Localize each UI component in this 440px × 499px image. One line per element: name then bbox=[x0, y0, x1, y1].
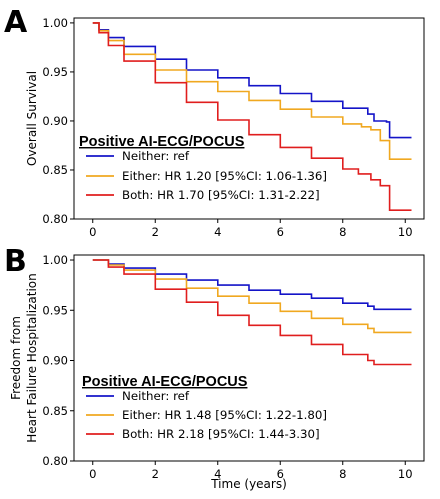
panel-a-legend-label-0: Neither: ref bbox=[122, 149, 190, 163]
panel-a-legend-title: Positive AI-ECG/POCUS bbox=[79, 134, 245, 150]
panel-b-series-line-0 bbox=[92, 259, 412, 311]
panel-b-x-tick-label-2: 4 bbox=[214, 467, 221, 481]
panel-a-x-tick-label-4: 8 bbox=[339, 225, 346, 239]
panel-a-y-tick-label-0: 0.80 bbox=[42, 212, 68, 226]
panel-a-y-tick-label-1: 0.85 bbox=[42, 163, 68, 177]
panel-a-letter: A bbox=[4, 5, 28, 40]
panel-a-legend-label-2: Both: HR 1.70 [95%CI: 1.31-2.22] bbox=[122, 188, 320, 202]
panel-b-legend-label-0: Neither: ref bbox=[122, 389, 190, 403]
panel-b-x-tick-label-1: 2 bbox=[152, 467, 159, 481]
panel-b-x-tick-label-3: 6 bbox=[277, 467, 284, 481]
panel-a-x-tick-label-5: 10 bbox=[398, 225, 413, 239]
panel-a-plot-frame bbox=[73, 17, 425, 220]
panel-b-x-tick-label-4: 8 bbox=[339, 467, 346, 481]
panel-a-series-line-2 bbox=[92, 22, 412, 211]
panel-a-x-tick-label-0: 0 bbox=[89, 225, 96, 239]
panel-a-x-tick-label-2: 4 bbox=[214, 225, 221, 239]
panel-b-x-tick-label-0: 0 bbox=[89, 467, 96, 481]
panel-a-x-tick-label-3: 6 bbox=[277, 225, 284, 239]
panel-b-plot-frame bbox=[73, 254, 425, 462]
panel-b-y-tick-label-4: 1.00 bbox=[42, 253, 68, 267]
panel-b-legend-label-1: Either: HR 1.48 [95%CI: 1.22-1.80] bbox=[122, 408, 327, 422]
panel-a-legend-label-1: Either: HR 1.20 [95%CI: 1.06-1.36] bbox=[122, 169, 327, 183]
panel-a-y-tick-label-3: 0.95 bbox=[42, 65, 68, 79]
panel-b-y-axis-label-line-1: Heart Failure Hospitalization bbox=[25, 273, 39, 442]
panel-a-y-tick-label-2: 0.90 bbox=[42, 114, 68, 128]
panel-b-y-axis-label-line-0: Freedom from bbox=[9, 316, 23, 400]
panel-b-x-axis-label: Time (years) bbox=[210, 477, 287, 491]
panel-a-series-line-1 bbox=[92, 22, 412, 160]
panel-b-letter: B bbox=[4, 244, 27, 279]
panel-b-series-line-2 bbox=[92, 259, 412, 366]
panel-a-x-tick-label-1: 2 bbox=[152, 225, 159, 239]
panel-a-y-axis-label: Overall Survival bbox=[25, 71, 39, 166]
panel-b-y-tick-label-3: 0.95 bbox=[42, 303, 68, 317]
panel-b-series-line-1 bbox=[92, 259, 412, 334]
panel-b-y-tick-label-2: 0.90 bbox=[42, 354, 68, 368]
panel-b-x-tick-label-5: 10 bbox=[398, 467, 413, 481]
panel-a-y-tick-label-4: 1.00 bbox=[42, 16, 68, 30]
panel-b-legend-title: Positive AI-ECG/POCUS bbox=[82, 374, 248, 390]
panel-b-y-tick-label-1: 0.85 bbox=[42, 404, 68, 418]
panel-b-legend-label-2: Both: HR 2.18 [95%CI: 1.44-3.30] bbox=[122, 427, 320, 441]
panel-a-series-line-0 bbox=[92, 22, 412, 139]
panel-b-y-tick-label-0: 0.80 bbox=[42, 454, 68, 468]
